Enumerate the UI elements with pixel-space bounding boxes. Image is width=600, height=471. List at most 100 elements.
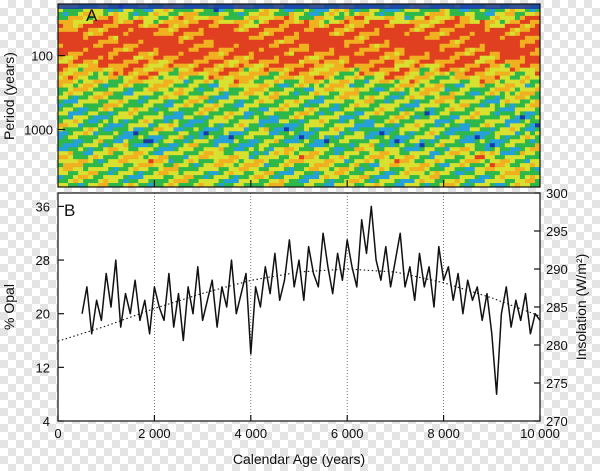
- wavelet-cell: [283, 183, 290, 187]
- wavelet-cell: [123, 159, 129, 164]
- wavelet-cell: [524, 167, 531, 172]
- wavelet-cell: [484, 103, 491, 109]
- wavelet-cell: [429, 59, 436, 65]
- wavelet-cell: [168, 63, 175, 69]
- wavelet-cell: [454, 15, 461, 21]
- wavelet-cell: [153, 115, 160, 120]
- wavelet-cell: [439, 131, 446, 136]
- wavelet-cell: [309, 35, 315, 41]
- wavelet-cell: [93, 179, 99, 184]
- wavelet-cell: [63, 39, 69, 45]
- wavelet-cell: [173, 55, 180, 61]
- wavelet-cell: [444, 119, 451, 124]
- wavelet-cell: [193, 19, 200, 25]
- wavelet-cell: [93, 79, 99, 85]
- wavelet-cell: [73, 151, 79, 156]
- wavelet-cell: [233, 179, 240, 184]
- wavelet-cell: [399, 43, 406, 49]
- wavelet-cell: [354, 7, 360, 13]
- wavelet-cell: [233, 123, 240, 128]
- wavelet-cell: [479, 143, 486, 148]
- wavelet-cell: [354, 19, 360, 25]
- wavelet-cell: [369, 15, 375, 21]
- wavelet-cell: [329, 139, 335, 144]
- wavelet-cell: [479, 95, 486, 101]
- wavelet-cell: [494, 91, 501, 97]
- wavelet-cell: [143, 151, 149, 156]
- wavelet-cell: [138, 147, 144, 152]
- wavelet-cell: [374, 143, 380, 148]
- wavelet-cell: [253, 47, 260, 53]
- wavelet-cell: [494, 99, 501, 105]
- wavelet-cell: [183, 55, 190, 61]
- wavelet-cell: [93, 127, 99, 132]
- wavelet-cell: [374, 63, 380, 69]
- wavelet-cell: [424, 79, 431, 85]
- wavelet-cell: [248, 43, 255, 49]
- wavelet-cell: [83, 115, 89, 120]
- wavelet-cell: [364, 51, 370, 57]
- wavelet-cell: [238, 27, 245, 33]
- wavelet-cell: [389, 63, 395, 69]
- wavelet-cell: [208, 111, 215, 116]
- wavelet-cell: [258, 135, 265, 140]
- wavelet-cell: [309, 139, 315, 144]
- wavelet-cell: [283, 123, 290, 128]
- wavelet-cell: [133, 95, 139, 101]
- wavelet-cell: [173, 95, 180, 101]
- wavelet-cell: [173, 75, 180, 81]
- wavelet-cell: [283, 87, 290, 93]
- wavelet-cell: [384, 167, 390, 172]
- wavelet-cell: [334, 95, 340, 101]
- wavelet-cell: [98, 119, 104, 124]
- wavelet-cell: [223, 163, 230, 168]
- wavelet-cell: [474, 111, 481, 116]
- wavelet-cell: [459, 119, 466, 124]
- wavelet-cell: [198, 151, 205, 156]
- wavelet-cell: [319, 163, 325, 168]
- wavelet-cell: [369, 179, 375, 184]
- wavelet-cell: [529, 99, 536, 105]
- wavelet-cell: [424, 115, 431, 120]
- wavelet-cell: [288, 171, 295, 176]
- wavelet-cell: [248, 95, 255, 101]
- wavelet-cell: [524, 123, 531, 128]
- wavelet-cell: [394, 103, 401, 109]
- wavelet-cell: [93, 155, 99, 160]
- wavelet-cell: [459, 99, 466, 105]
- wavelet-cell: [514, 67, 521, 73]
- wavelet-cell: [409, 155, 416, 160]
- wavelet-cell: [123, 43, 129, 49]
- wavelet-cell: [63, 67, 69, 73]
- wavelet-cell: [474, 39, 481, 45]
- wavelet-cell: [439, 31, 446, 37]
- wavelet-cell: [193, 103, 200, 109]
- wavelet-cell: [484, 115, 491, 120]
- wavelet-cell: [389, 171, 395, 176]
- wavelet-cell: [309, 127, 315, 132]
- wavelet-cell: [228, 83, 235, 89]
- wavelet-cell: [464, 183, 471, 187]
- wavelet-cell: [218, 91, 225, 97]
- wavelet-cell: [414, 43, 421, 49]
- wavelet-cell: [329, 87, 335, 93]
- wavelet-cell: [484, 183, 491, 187]
- wavelet-cell: [218, 27, 225, 33]
- wavelet-cell: [469, 135, 476, 140]
- wavelet-cell: [514, 127, 521, 132]
- wavelet-cell: [324, 71, 330, 77]
- wavelet-cell: [414, 31, 421, 37]
- wavelet-cell: [143, 167, 149, 172]
- wavelet-cell: [63, 147, 69, 152]
- wavelet-cell: [58, 11, 64, 17]
- wavelet-cell: [354, 95, 360, 101]
- wavelet-cell: [534, 183, 540, 187]
- wavelet-cell: [73, 175, 79, 180]
- wavelet-cell: [58, 51, 64, 57]
- wavelet-cell: [63, 131, 69, 136]
- wavelet-cell: [429, 67, 436, 73]
- wavelet-cell: [399, 67, 406, 73]
- wavelet-cell: [479, 75, 486, 81]
- wavelet-cell: [489, 31, 496, 37]
- wavelet-cell: [253, 59, 260, 65]
